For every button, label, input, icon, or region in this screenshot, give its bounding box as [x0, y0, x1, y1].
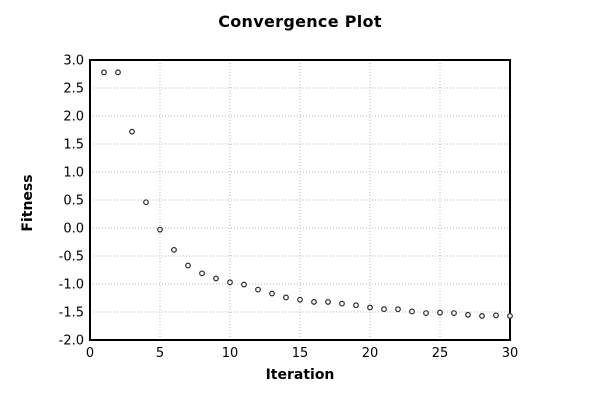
x-axis-label: Iteration	[265, 367, 335, 383]
data-point	[479, 313, 485, 319]
x-tick-label: 30	[502, 346, 519, 361]
data-point	[437, 309, 443, 316]
x-tick-label: 15	[292, 346, 309, 361]
y-tick-label: 2.5	[63, 82, 84, 97]
data-point	[353, 302, 359, 309]
y-tick-label: 3.0	[63, 54, 84, 69]
plot-border	[89, 59, 511, 341]
x-tick-label: 0	[86, 346, 94, 361]
x-tick-label: 20	[362, 346, 379, 361]
data-point	[451, 310, 457, 317]
y-tick-label: -1.5	[59, 306, 84, 321]
y-tick-label: 0.0	[63, 222, 84, 237]
data-point	[423, 310, 429, 317]
data-point	[227, 279, 233, 286]
data-point	[115, 69, 121, 76]
data-point	[409, 308, 415, 315]
y-tick-label: -1.0	[59, 278, 84, 293]
chart-title: Convergence Plot	[218, 12, 382, 31]
data-point	[381, 306, 387, 313]
data-point	[185, 262, 191, 269]
data-point	[325, 299, 331, 305]
data-point	[255, 286, 261, 293]
data-point	[367, 304, 373, 311]
data-point	[101, 69, 107, 76]
y-tick-label: 1.5	[63, 138, 84, 153]
x-tick-label: 25	[432, 346, 449, 361]
data-point	[129, 128, 135, 135]
data-point	[213, 275, 219, 282]
data-point	[157, 226, 163, 233]
data-point	[283, 294, 289, 301]
data-point	[507, 313, 513, 319]
data-point	[241, 281, 247, 288]
y-tick-label: -2.0	[59, 334, 84, 349]
data-point	[199, 270, 205, 277]
data-point	[395, 306, 401, 313]
data-point	[171, 246, 177, 253]
data-point	[143, 199, 149, 206]
data-point	[297, 296, 303, 303]
data-point	[311, 299, 317, 305]
y-tick-label: 1.0	[63, 166, 84, 181]
data-point	[269, 290, 275, 297]
data-point	[493, 312, 499, 319]
data-point	[465, 311, 471, 318]
x-tick-label: 10	[222, 346, 239, 361]
x-tick-label: 5	[156, 346, 164, 361]
y-tick-label: 2.0	[63, 110, 84, 125]
y-axis-label-text: Fitness	[20, 174, 36, 232]
y-tick-label: 0.5	[63, 194, 84, 209]
data-point	[339, 300, 345, 307]
y-tick-label: -0.5	[59, 250, 84, 265]
